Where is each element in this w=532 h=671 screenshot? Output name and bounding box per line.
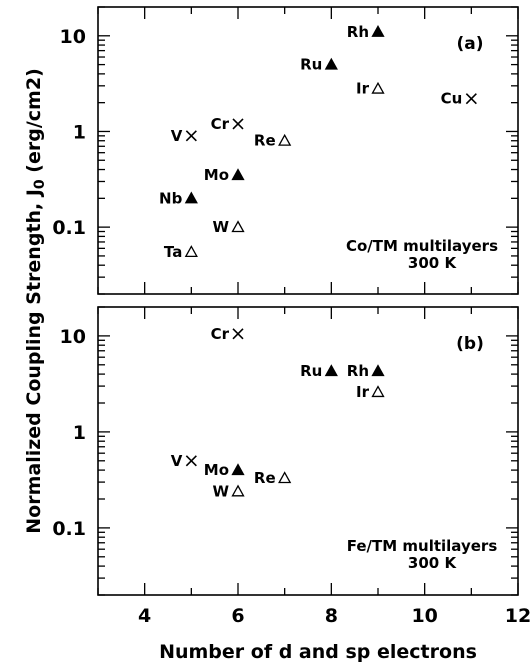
data-point-v: V xyxy=(171,452,197,470)
x-tick-label: 4 xyxy=(138,605,151,627)
point-label: W xyxy=(212,482,229,500)
panel-annotation: Fe/TM multilayers xyxy=(347,537,498,555)
y-axis-title-main: Normalized Coupling Strength, J xyxy=(23,189,45,534)
y-tick-label: 0.1 xyxy=(52,217,86,239)
y-tick-label: 0.1 xyxy=(52,518,86,540)
data-point-re: Re xyxy=(254,132,292,150)
plot-frame xyxy=(97,6,519,295)
filled-triangle-marker xyxy=(184,191,198,204)
data-point-cu: Cu xyxy=(441,90,477,108)
cross-marker xyxy=(185,455,197,467)
point-label: Cr xyxy=(211,115,230,133)
point-label: Mo xyxy=(204,166,229,184)
data-point-v: V xyxy=(171,127,197,145)
y-tick-label: 10 xyxy=(60,26,86,48)
filled-triangle-marker xyxy=(231,168,245,181)
data-point-cr: Cr xyxy=(211,115,244,133)
y-axis-title-subscript: 0 xyxy=(32,179,48,189)
panel-label: (a) xyxy=(456,34,483,54)
x-tick-label: 12 xyxy=(505,605,531,627)
data-point-mo: Mo xyxy=(204,166,245,184)
open-triangle-marker xyxy=(371,385,385,398)
filled-triangle-marker xyxy=(324,364,338,377)
filled-triangle-marker xyxy=(231,463,245,476)
point-label: Cu xyxy=(441,90,463,108)
open-triangle-marker xyxy=(231,484,245,497)
x-tick-label: 6 xyxy=(231,605,244,627)
x-axis: 4 6 8 10 12 xyxy=(138,605,531,627)
data-point-rh: Rh xyxy=(347,362,385,380)
point-label: V xyxy=(171,452,183,470)
point-label: Ru xyxy=(300,362,322,380)
plot-frame xyxy=(97,306,519,596)
data-point-cr: Cr xyxy=(211,325,244,343)
open-triangle-marker xyxy=(278,133,292,146)
open-triangle-marker xyxy=(278,471,292,484)
x-tick-label: 10 xyxy=(411,605,437,627)
panel-label: (b) xyxy=(456,334,484,354)
point-label: Ir xyxy=(356,80,370,98)
data-point-ta: Ta xyxy=(164,243,198,261)
cross-marker xyxy=(465,93,477,105)
data-point-rh: Rh xyxy=(347,23,385,41)
point-label: Cr xyxy=(211,325,230,343)
cross-marker xyxy=(232,118,244,130)
panel-annotation: Co/TM multilayers xyxy=(346,237,498,255)
data-point-ru: Ru xyxy=(300,362,338,380)
panel-annotation: 300 K xyxy=(408,254,458,272)
x-tick-label: 8 xyxy=(325,605,338,627)
data-point-ir: Ir xyxy=(356,80,385,98)
y-axis-title: Normalized Coupling Strength, J0 (erg/cm… xyxy=(23,68,48,534)
cross-marker xyxy=(232,328,244,340)
open-triangle-marker xyxy=(184,245,198,258)
point-label: V xyxy=(171,127,183,145)
point-label: Ir xyxy=(356,383,370,401)
filled-triangle-marker xyxy=(371,25,385,37)
y-tick-label: 1 xyxy=(73,121,86,143)
data-point-w: W xyxy=(212,218,245,236)
point-label: Mo xyxy=(204,461,229,479)
x-axis-title: Number of d and sp electrons xyxy=(159,641,477,663)
panel-a: 0.1 1 10 Rh Ru Ir Cu Cr V Re Mo Nb W Ta (a) Co/TM multi… xyxy=(52,6,519,295)
open-triangle-marker xyxy=(231,220,245,233)
data-point-mo: Mo xyxy=(204,461,245,479)
panel-b: 0.1 1 10 Cr Ru Rh Ir V Mo Re W (b) Fe/TM multilayers… xyxy=(52,306,519,596)
point-label: Ru xyxy=(300,56,322,74)
y-tick-label: 10 xyxy=(60,326,86,348)
point-label: Rh xyxy=(347,362,369,380)
y-tick-label: 1 xyxy=(73,422,86,444)
point-label: Rh xyxy=(347,23,369,41)
point-label: Nb xyxy=(159,189,183,207)
y-axis-title-units: (erg/cm2) xyxy=(23,68,45,179)
data-point-ru: Ru xyxy=(300,56,338,74)
point-label: Re xyxy=(254,469,276,487)
point-label: Ta xyxy=(164,243,182,261)
data-point-ir: Ir xyxy=(356,383,385,401)
panel-annotation: 300 K xyxy=(408,554,458,572)
data-point-w: W xyxy=(212,482,245,500)
point-label: W xyxy=(212,218,229,236)
data-point-re: Re xyxy=(254,469,292,487)
open-triangle-marker xyxy=(371,81,385,94)
point-label: Re xyxy=(254,132,276,150)
data-point-nb: Nb xyxy=(159,189,198,207)
filled-triangle-marker xyxy=(324,57,338,70)
filled-triangle-marker xyxy=(371,364,385,377)
cross-marker xyxy=(185,130,197,142)
